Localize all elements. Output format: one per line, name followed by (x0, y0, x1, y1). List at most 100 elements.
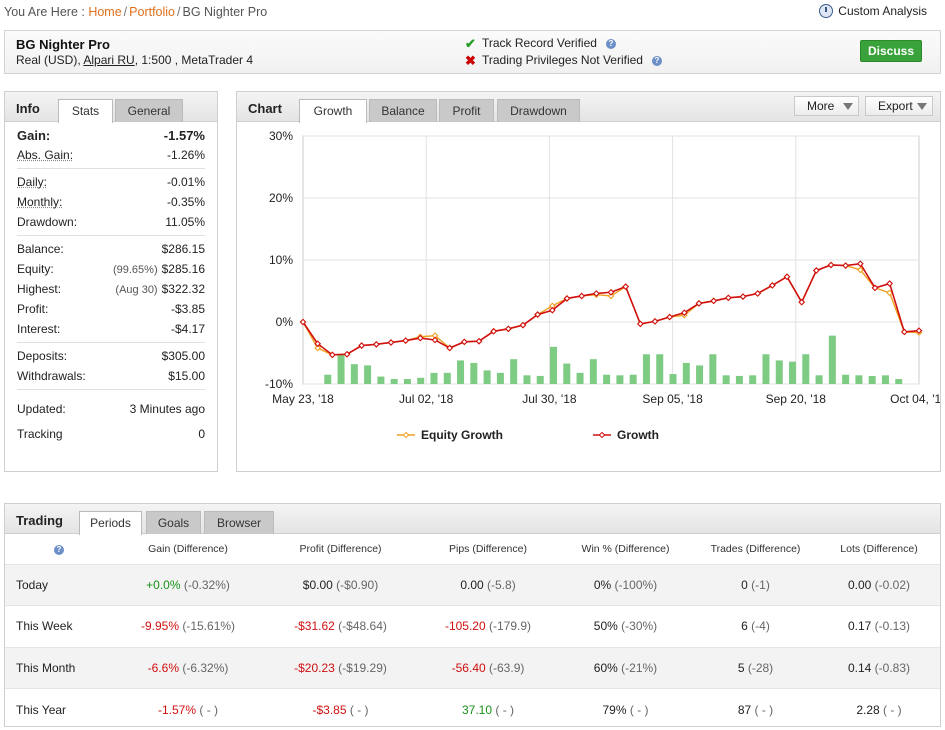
profit-difference: (-$0.90) (336, 577, 379, 592)
growth-point (842, 262, 850, 269)
info-panel: Info Stats General Gain: -1.57% Abs. Gain… (4, 91, 218, 472)
profit-cell: -$3.85 ( - ) (263, 688, 418, 730)
tracking-label: Tracking (17, 426, 63, 441)
daily-bar (337, 354, 345, 384)
pips-cell: -56.40 (-63.9) (418, 646, 558, 689)
y-tick-label: 30% (269, 129, 293, 143)
growth-point (636, 320, 644, 328)
balance-row: Balance: $286.15 (17, 239, 205, 259)
daily-bar (443, 372, 451, 384)
tab-general[interactable]: General (115, 99, 183, 122)
gain-difference: (-15.61%) (182, 619, 236, 634)
tab-browser[interactable]: Browser (204, 511, 274, 534)
x-tick-label: Jul 30, '18 (522, 392, 577, 406)
profit-difference: (-$48.64) (338, 619, 387, 634)
trades-difference: ( - ) (754, 702, 774, 717)
growth-point (490, 327, 498, 335)
lots-value: 0.17 (847, 619, 872, 634)
trading-privileges-status: Trading Privileges Not Verified (482, 53, 643, 67)
col-win: Win % (Difference) (581, 542, 670, 555)
breadcrumb-portfolio-link[interactable]: Portfolio (129, 5, 176, 19)
growth-point (915, 327, 923, 335)
growth-point (519, 321, 527, 329)
profit-cell: -$20.23 (-$19.29) (263, 646, 418, 689)
custom-analysis-link[interactable]: Custom Analysis (819, 4, 927, 18)
growth-point (534, 311, 542, 318)
account-details: Real (USD), Alpari RU, 1:500 , MetaTrade… (16, 53, 253, 67)
lots-cell: 0.14 (-0.83) (818, 646, 940, 689)
withdrawals-label: Withdrawals: (17, 369, 86, 383)
lots-cell: 0.17 (-0.13) (818, 605, 940, 647)
win-cell: 50% (-30%) (558, 605, 693, 647)
win-value: 0% (593, 577, 612, 592)
tab-profit[interactable]: Profit (439, 99, 494, 122)
trades-value: 0 (741, 577, 748, 592)
x-tick-label: Oct 04, '18 (890, 392, 940, 406)
breadcrumb-home-link[interactable]: Home (88, 5, 122, 19)
pips-value: 37.10 (461, 702, 493, 717)
export-label: Export (878, 99, 913, 113)
tab-drawdown[interactable]: Drawdown (497, 99, 580, 122)
help-icon[interactable]: ? (605, 38, 616, 49)
export-dropdown[interactable]: Export (865, 96, 933, 116)
chart-tabs: Chart Growth Balance Profit Drawdown Mor… (237, 92, 940, 123)
tab-growth[interactable]: Growth (299, 99, 367, 123)
growth-point (416, 334, 424, 342)
growth-point (299, 318, 307, 326)
daily-bar (576, 372, 584, 384)
daily-bar (629, 374, 637, 384)
col-profit: Profit (Difference) (299, 542, 382, 555)
daily-bar (868, 375, 876, 384)
equity-growth-point (314, 344, 322, 352)
tab-periods[interactable]: Periods (79, 511, 142, 535)
profit-label: Profit: (17, 302, 49, 316)
daily-bar (364, 365, 372, 384)
gain-difference: (-6.32%) (182, 660, 229, 675)
more-label: More (807, 99, 835, 113)
daily-bar (324, 374, 332, 384)
daily-bar (350, 364, 358, 384)
equity-value: $285.16 (161, 262, 205, 276)
col-gain: Gain (Difference) (148, 542, 228, 555)
equity-row: Equity: (99.65%) $285.16 (17, 259, 205, 279)
account-leverage-platform: , 1:500 , MetaTrader 4 (134, 53, 254, 67)
col-pips: Pips (Difference) (448, 542, 527, 555)
daily-bar (696, 365, 704, 384)
profit-difference: (-$19.29) (338, 660, 387, 675)
daily-bar (417, 377, 425, 384)
profit-cell: $0.00 (-$0.90) (263, 563, 418, 606)
gain-value: -6.6% (147, 660, 179, 675)
growth-point (460, 338, 468, 346)
monthly-value: -0.35% (166, 195, 205, 209)
updated-value: 3 Minutes ago (129, 401, 205, 416)
help-icon[interactable]: ? (54, 544, 64, 555)
tab-balance[interactable]: Balance (369, 99, 437, 122)
win-difference: (-21%) (621, 660, 658, 675)
daily-bar (403, 379, 411, 384)
gain-cell: -6.6% (-6.32%) (113, 646, 263, 689)
win-cell: 79% ( - ) (558, 688, 693, 730)
lots-value: 0.14 (847, 660, 872, 675)
gain-label: Gain: (17, 127, 51, 143)
pips-value: -56.40 (451, 660, 486, 675)
tab-goals[interactable]: Goals (146, 511, 201, 534)
more-dropdown[interactable]: More (794, 96, 859, 116)
daily-bar (536, 375, 544, 384)
growth-point (592, 290, 600, 297)
legend-growth: Growth (617, 428, 659, 442)
growth-point (475, 337, 483, 345)
broker-link[interactable]: Alpari RU (83, 53, 135, 67)
trades-value: 5 (737, 660, 745, 675)
gain-value: -9.95% (140, 619, 179, 634)
trades-cell: 0 (-1) (693, 563, 818, 606)
chevron-down-icon (843, 103, 853, 110)
lots-value: 2.28 (856, 702, 880, 717)
discuss-button[interactable]: Discuss (860, 40, 922, 62)
daily-bar (682, 362, 690, 384)
growth-point (343, 350, 351, 358)
legend-marker (402, 431, 410, 439)
daily-bar (470, 362, 478, 384)
info-tabs: Info Stats General (5, 92, 217, 123)
help-icon[interactable]: ? (651, 55, 662, 66)
tab-stats[interactable]: Stats (58, 99, 113, 123)
